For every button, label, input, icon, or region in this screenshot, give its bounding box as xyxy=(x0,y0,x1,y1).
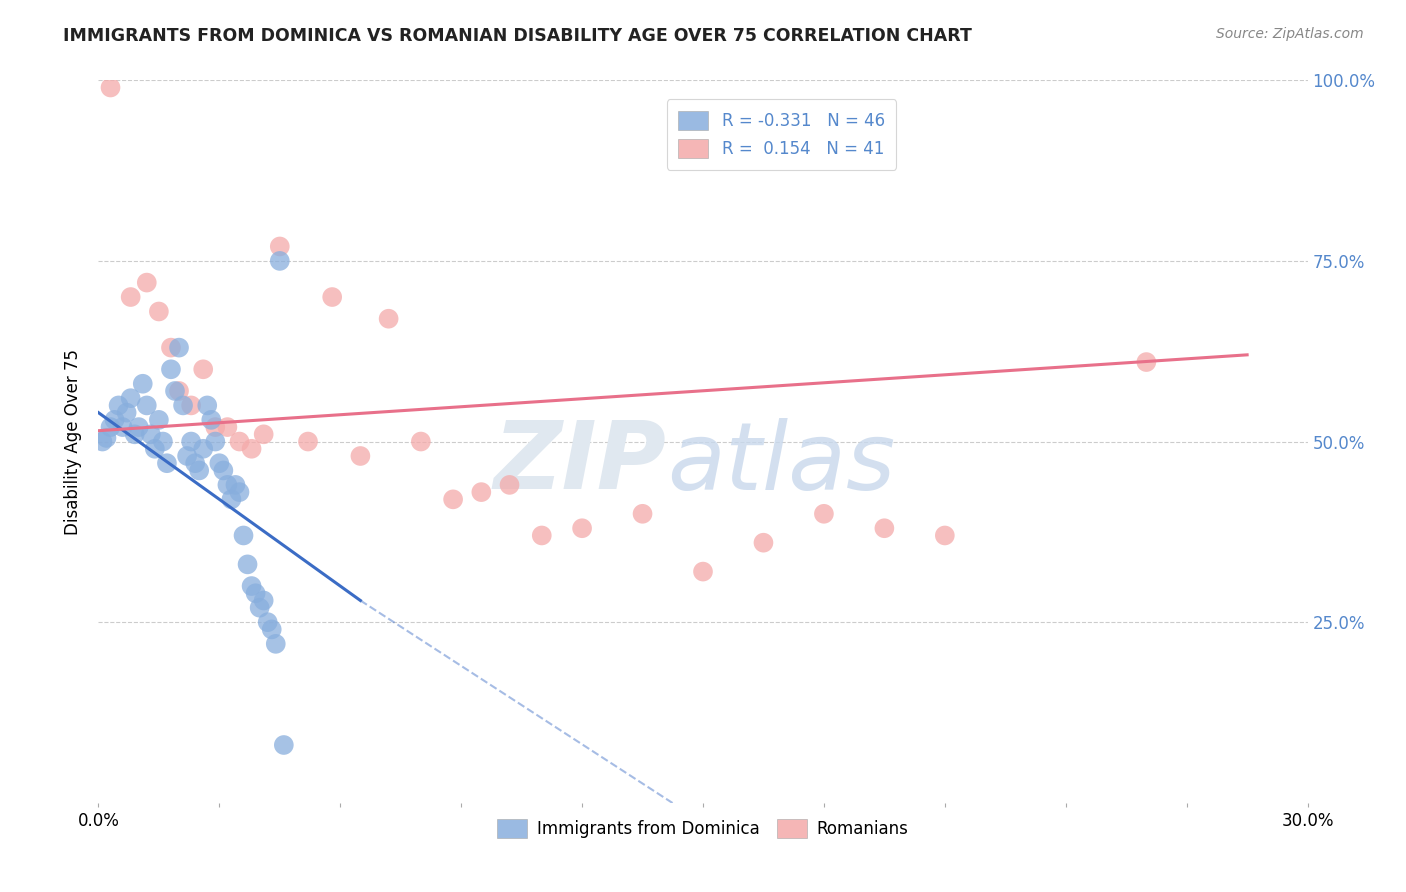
Point xyxy=(409,434,432,449)
Point xyxy=(240,442,263,456)
Point xyxy=(204,434,226,449)
Point xyxy=(163,384,186,398)
Point xyxy=(873,521,896,535)
Point xyxy=(120,290,142,304)
Point xyxy=(132,376,155,391)
Point xyxy=(103,413,125,427)
Point xyxy=(160,341,183,355)
Point xyxy=(752,535,775,549)
Text: atlas: atlas xyxy=(666,417,896,508)
Point xyxy=(208,456,231,470)
Point xyxy=(692,565,714,579)
Point xyxy=(273,738,295,752)
Point xyxy=(269,253,291,268)
Point xyxy=(264,637,287,651)
Text: Source: ZipAtlas.com: Source: ZipAtlas.com xyxy=(1216,27,1364,41)
Point xyxy=(188,463,211,477)
Point xyxy=(160,362,183,376)
Point xyxy=(253,593,276,607)
Point xyxy=(321,290,343,304)
Point xyxy=(176,449,198,463)
Point xyxy=(100,420,122,434)
Point xyxy=(167,384,190,398)
Point xyxy=(167,341,190,355)
Point xyxy=(260,623,283,637)
Point xyxy=(139,427,162,442)
Point xyxy=(498,478,520,492)
Point xyxy=(217,420,239,434)
Point xyxy=(530,528,553,542)
Point xyxy=(212,463,235,477)
Point xyxy=(1135,355,1157,369)
Point xyxy=(128,420,150,434)
Legend: Immigrants from Dominica, Romanians: Immigrants from Dominica, Romanians xyxy=(491,813,915,845)
Point xyxy=(135,398,157,412)
Point xyxy=(269,239,291,253)
Point xyxy=(256,615,278,630)
Point xyxy=(297,434,319,449)
Point xyxy=(377,311,399,326)
Point xyxy=(91,434,114,449)
Point xyxy=(631,507,654,521)
Point xyxy=(120,391,142,405)
Point xyxy=(100,80,122,95)
Point xyxy=(240,579,263,593)
Point xyxy=(441,492,464,507)
Point xyxy=(152,434,174,449)
Point xyxy=(813,507,835,521)
Point xyxy=(184,456,207,470)
Point xyxy=(193,362,215,376)
Point xyxy=(193,442,215,456)
Point xyxy=(934,528,956,542)
Point xyxy=(245,586,267,600)
Point xyxy=(224,478,246,492)
Point xyxy=(349,449,371,463)
Y-axis label: Disability Age Over 75: Disability Age Over 75 xyxy=(65,349,83,534)
Point xyxy=(96,431,118,445)
Point xyxy=(107,398,129,412)
Point xyxy=(180,398,202,412)
Text: IMMIGRANTS FROM DOMINICA VS ROMANIAN DISABILITY AGE OVER 75 CORRELATION CHART: IMMIGRANTS FROM DOMINICA VS ROMANIAN DIS… xyxy=(63,27,972,45)
Point xyxy=(115,406,138,420)
Point xyxy=(148,413,170,427)
Text: ZIP: ZIP xyxy=(494,417,666,509)
Point xyxy=(180,434,202,449)
Point xyxy=(253,427,276,442)
Point xyxy=(172,398,194,412)
Point xyxy=(135,276,157,290)
Point xyxy=(470,485,492,500)
Point xyxy=(111,420,134,434)
Point xyxy=(228,485,250,500)
Point xyxy=(195,398,218,412)
Point xyxy=(143,442,166,456)
Point xyxy=(232,528,254,542)
Point xyxy=(156,456,179,470)
Point xyxy=(124,427,146,442)
Point xyxy=(217,478,239,492)
Point xyxy=(148,304,170,318)
Point xyxy=(200,413,222,427)
Point xyxy=(571,521,593,535)
Point xyxy=(221,492,243,507)
Point xyxy=(228,434,250,449)
Point xyxy=(204,420,226,434)
Point xyxy=(236,558,259,572)
Point xyxy=(249,600,271,615)
